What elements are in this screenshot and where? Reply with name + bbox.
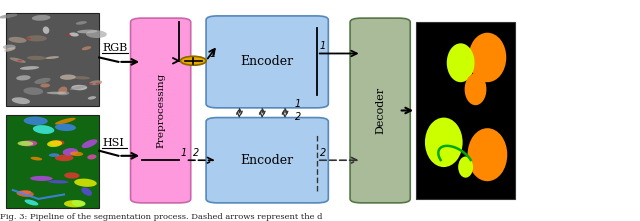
Ellipse shape bbox=[35, 78, 51, 84]
Ellipse shape bbox=[49, 140, 65, 146]
Ellipse shape bbox=[425, 118, 463, 167]
Ellipse shape bbox=[47, 140, 62, 147]
Text: Encoder: Encoder bbox=[241, 154, 294, 167]
Ellipse shape bbox=[55, 124, 76, 131]
Ellipse shape bbox=[82, 139, 97, 148]
Ellipse shape bbox=[66, 34, 71, 36]
Ellipse shape bbox=[86, 30, 107, 38]
Ellipse shape bbox=[87, 154, 97, 160]
Ellipse shape bbox=[58, 87, 67, 94]
Ellipse shape bbox=[45, 56, 59, 59]
Ellipse shape bbox=[55, 118, 76, 124]
Circle shape bbox=[180, 56, 206, 65]
Ellipse shape bbox=[26, 38, 31, 39]
Text: 1: 1 bbox=[320, 41, 326, 51]
Ellipse shape bbox=[70, 85, 86, 90]
Ellipse shape bbox=[81, 187, 92, 196]
Ellipse shape bbox=[88, 83, 93, 85]
Ellipse shape bbox=[49, 153, 60, 157]
Text: 2: 2 bbox=[320, 148, 326, 158]
Ellipse shape bbox=[31, 157, 42, 160]
Ellipse shape bbox=[19, 190, 31, 194]
Ellipse shape bbox=[95, 83, 100, 84]
Ellipse shape bbox=[88, 96, 96, 100]
Text: 1: 1 bbox=[295, 99, 301, 109]
Ellipse shape bbox=[72, 200, 86, 206]
Ellipse shape bbox=[27, 56, 46, 60]
Text: Preprocessing: Preprocessing bbox=[156, 73, 165, 148]
Ellipse shape bbox=[30, 176, 52, 181]
Ellipse shape bbox=[458, 156, 473, 178]
Text: 1: 1 bbox=[209, 50, 216, 59]
FancyBboxPatch shape bbox=[416, 22, 515, 199]
Ellipse shape bbox=[60, 74, 76, 80]
Ellipse shape bbox=[82, 46, 92, 50]
Ellipse shape bbox=[17, 141, 33, 146]
Ellipse shape bbox=[4, 47, 15, 52]
Ellipse shape bbox=[12, 97, 30, 104]
Ellipse shape bbox=[64, 172, 79, 179]
Text: Encoder: Encoder bbox=[241, 55, 294, 68]
Ellipse shape bbox=[20, 66, 39, 70]
FancyBboxPatch shape bbox=[6, 115, 99, 208]
Ellipse shape bbox=[447, 43, 474, 82]
Text: Fig. 3: Pipeline of the segmentation process. Dashed arrows represent the d: Fig. 3: Pipeline of the segmentation pro… bbox=[0, 213, 323, 221]
Ellipse shape bbox=[71, 85, 87, 90]
Ellipse shape bbox=[468, 128, 508, 181]
Text: Decoder: Decoder bbox=[375, 87, 385, 134]
FancyBboxPatch shape bbox=[131, 18, 191, 203]
Ellipse shape bbox=[20, 140, 37, 147]
Ellipse shape bbox=[468, 33, 506, 82]
Ellipse shape bbox=[16, 75, 31, 80]
Ellipse shape bbox=[55, 155, 74, 161]
Ellipse shape bbox=[57, 91, 69, 95]
FancyBboxPatch shape bbox=[206, 118, 328, 203]
Ellipse shape bbox=[33, 125, 54, 134]
Ellipse shape bbox=[17, 60, 22, 61]
Ellipse shape bbox=[24, 200, 38, 206]
Text: HSI: HSI bbox=[102, 138, 124, 148]
Ellipse shape bbox=[465, 73, 486, 105]
Ellipse shape bbox=[43, 27, 49, 34]
Text: RGB: RGB bbox=[102, 43, 127, 53]
FancyBboxPatch shape bbox=[206, 16, 328, 108]
Ellipse shape bbox=[3, 44, 16, 50]
FancyBboxPatch shape bbox=[350, 18, 410, 203]
Ellipse shape bbox=[8, 37, 26, 43]
Text: 2: 2 bbox=[295, 112, 301, 122]
Ellipse shape bbox=[47, 92, 67, 94]
Ellipse shape bbox=[64, 200, 85, 207]
Ellipse shape bbox=[0, 14, 17, 19]
Ellipse shape bbox=[26, 35, 47, 42]
Ellipse shape bbox=[40, 84, 50, 88]
Ellipse shape bbox=[70, 151, 83, 156]
Ellipse shape bbox=[73, 76, 90, 80]
Ellipse shape bbox=[63, 148, 78, 156]
FancyBboxPatch shape bbox=[6, 13, 99, 106]
Ellipse shape bbox=[76, 21, 87, 25]
Ellipse shape bbox=[24, 116, 48, 125]
Text: 2: 2 bbox=[193, 148, 200, 158]
Text: 1: 1 bbox=[180, 148, 187, 158]
Ellipse shape bbox=[77, 30, 97, 33]
Ellipse shape bbox=[48, 180, 68, 183]
Ellipse shape bbox=[69, 32, 79, 36]
Ellipse shape bbox=[23, 87, 44, 95]
Ellipse shape bbox=[10, 57, 26, 63]
Ellipse shape bbox=[17, 191, 34, 197]
Ellipse shape bbox=[89, 80, 102, 85]
Ellipse shape bbox=[32, 15, 51, 21]
Ellipse shape bbox=[74, 179, 97, 187]
